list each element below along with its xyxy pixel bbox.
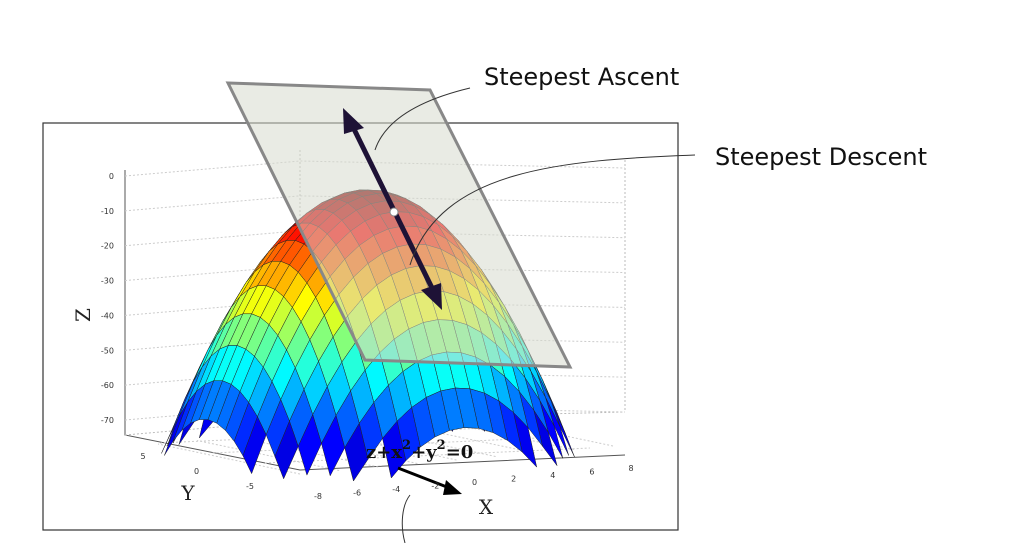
grid-line (124, 195, 626, 212)
axis-label: Y (180, 481, 195, 505)
grid-line (157, 443, 301, 475)
equation-part: z+x (366, 442, 402, 463)
surface-patch (274, 420, 299, 480)
callout-line (409, 154, 696, 266)
x-tick-label: 4 (550, 471, 555, 480)
grid-line (197, 440, 340, 471)
z-tick-label: -70 (101, 416, 114, 425)
x-tick-label: -8 (314, 492, 322, 501)
z-tick-label: -30 (101, 277, 114, 286)
surface-patch (297, 413, 322, 476)
y-tick-label: -5 (246, 482, 254, 491)
z-tick-label: -20 (101, 242, 114, 251)
arrow-head (443, 480, 462, 495)
z-tick-label: -60 (101, 381, 114, 390)
callout-line (401, 494, 411, 543)
point (389, 207, 399, 217)
callout-line (374, 87, 471, 151)
surface-patch (321, 414, 345, 477)
equation-part: =0 (446, 442, 474, 463)
z-tick-label: 0 (109, 172, 114, 181)
arrow-head (343, 108, 364, 134)
arrow-shaft (349, 123, 436, 292)
x-tick-label: 6 (589, 468, 594, 477)
y-tick-label: 5 (140, 452, 145, 461)
x-tick-label: 2 (511, 475, 516, 484)
surface-patch (344, 422, 369, 482)
annotation: Steepest Descent (715, 143, 927, 171)
axis-label: Z (71, 308, 95, 322)
z-tick-label: -10 (101, 207, 114, 216)
grid-line (124, 230, 626, 247)
surface-patch (242, 416, 267, 475)
surface-patch (382, 420, 407, 479)
y-tick-label: 0 (194, 467, 199, 476)
axis-label: X (479, 495, 494, 519)
gradient-arrow (343, 108, 442, 310)
equation-exponent: 2 (437, 438, 446, 453)
normal-arrow (397, 466, 453, 491)
arrow-head (421, 283, 442, 310)
equation: z+x2+y2=0 (366, 438, 473, 463)
annotation: Steepest Ascent (484, 63, 679, 91)
equation-part: +y (411, 442, 437, 463)
x-tick-label: 0 (472, 478, 477, 487)
x-tick-label: -2 (431, 482, 439, 491)
z-tick-label: -40 (101, 311, 114, 320)
x-tick-label: 8 (628, 464, 633, 473)
z-tick-label: -50 (101, 346, 114, 355)
x-tick-label: -4 (392, 485, 400, 494)
grid-line (124, 160, 626, 177)
x-tick-label: -6 (353, 489, 361, 498)
equation-exponent: 2 (402, 438, 411, 453)
